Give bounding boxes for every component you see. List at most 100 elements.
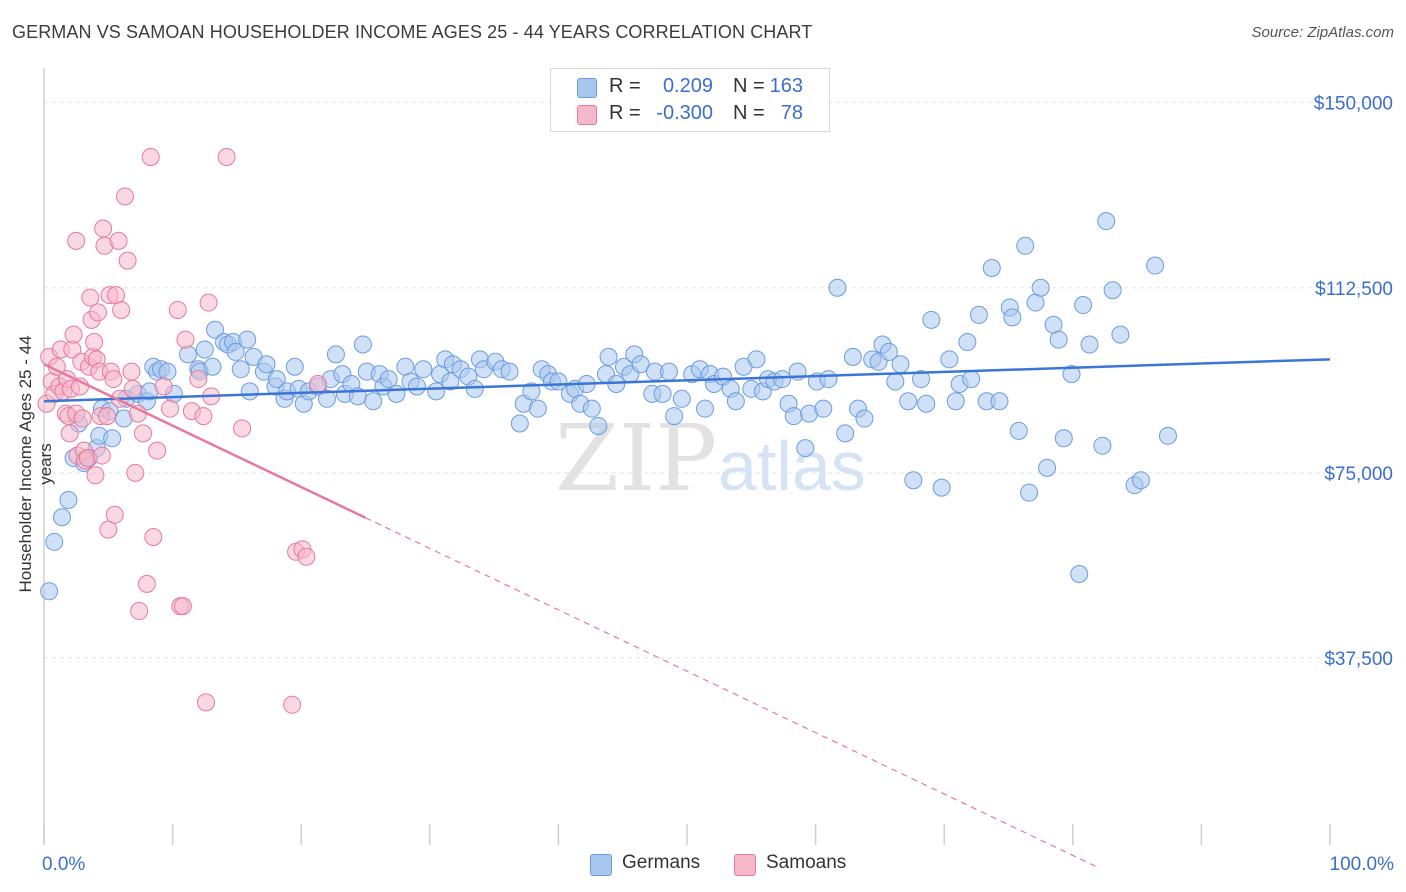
- trend-line-samoans: [43, 363, 367, 519]
- point-germans: [582, 399, 601, 418]
- r-value: 0.209: [662, 75, 713, 97]
- point-germans: [238, 330, 257, 349]
- point-germans: [179, 345, 198, 364]
- x-tick-label: 0.0%: [42, 854, 85, 875]
- point-germans: [855, 409, 874, 428]
- point-germans: [599, 347, 618, 366]
- point-germans: [1031, 278, 1050, 297]
- point-samoans: [64, 325, 83, 344]
- point-germans: [912, 370, 931, 389]
- point-germans: [1103, 281, 1122, 300]
- point-samoans: [283, 695, 302, 714]
- point-samoans: [67, 231, 86, 250]
- point-germans: [843, 347, 862, 366]
- point-germans: [1020, 483, 1039, 502]
- point-germans: [441, 372, 460, 391]
- point-germans: [631, 355, 650, 374]
- point-germans: [195, 340, 214, 359]
- point-germans: [773, 370, 792, 389]
- point-samoans: [89, 303, 108, 322]
- point-germans: [510, 414, 529, 433]
- point-samoans: [86, 466, 105, 485]
- data-points: [37, 147, 1177, 714]
- point-germans: [1038, 458, 1057, 477]
- point-germans: [206, 320, 225, 339]
- point-germans: [747, 350, 766, 369]
- point-germans: [969, 305, 988, 324]
- point-germans: [59, 490, 78, 509]
- point-germans: [257, 355, 276, 374]
- point-samoans: [176, 330, 195, 349]
- tick-labels: $37,500 $75,000 $112,500 $150,000 0.0% 100.0%: [42, 94, 1394, 875]
- point-germans: [1054, 429, 1073, 448]
- point-germans: [1070, 565, 1089, 584]
- point-germans: [427, 382, 446, 401]
- point-germans: [226, 342, 245, 361]
- point-germans: [659, 362, 678, 381]
- point-samoans: [122, 362, 141, 381]
- point-samoans: [116, 187, 135, 206]
- point-germans: [589, 416, 608, 435]
- point-germans: [267, 370, 286, 389]
- point-germans: [990, 392, 1009, 411]
- y-tick-label: $75,000: [1324, 464, 1393, 485]
- point-germans: [522, 382, 541, 401]
- point-germans: [904, 471, 923, 490]
- point-germans: [158, 362, 177, 381]
- point-samoans: [308, 375, 327, 393]
- point-samoans: [118, 251, 137, 270]
- axes: [43, 68, 1331, 845]
- point-samoans: [199, 293, 218, 312]
- point-germans: [387, 384, 406, 403]
- point-samoans: [112, 300, 131, 319]
- point-germans: [1003, 308, 1022, 327]
- point-samoans: [137, 574, 156, 593]
- point-germans: [796, 439, 815, 458]
- point-germans: [1016, 236, 1035, 255]
- point-germans: [1111, 325, 1130, 344]
- point-germans: [285, 357, 304, 376]
- point-samoans: [92, 446, 111, 465]
- point-germans: [696, 399, 715, 418]
- legend-swatch-germans: [590, 854, 612, 876]
- point-germans: [1131, 471, 1150, 490]
- point-germans: [203, 357, 222, 376]
- trend-lines: [43, 358, 1331, 869]
- point-germans: [828, 278, 847, 297]
- point-samoans: [154, 377, 173, 396]
- y-tick-label: $112,500: [1315, 279, 1393, 300]
- legend-row-germans: R = 0.209 N = 163: [551, 73, 829, 101]
- point-samoans: [128, 404, 147, 423]
- point-germans: [814, 399, 833, 418]
- point-germans: [917, 394, 936, 413]
- point-germans: [1158, 426, 1177, 445]
- x-tick-label: 100.0%: [1330, 854, 1395, 875]
- point-germans: [45, 532, 64, 551]
- point-germans: [891, 355, 910, 374]
- point-germans: [784, 407, 803, 426]
- point-samoans: [144, 528, 163, 546]
- point-germans: [946, 392, 965, 411]
- point-germans: [465, 379, 484, 398]
- point-samoans: [81, 288, 100, 307]
- trend-line-samoans-extension: [365, 517, 1099, 869]
- point-samoans: [94, 219, 113, 238]
- point-germans: [1009, 421, 1028, 440]
- point-samoans: [161, 399, 180, 418]
- point-samoans: [104, 370, 123, 389]
- point-samoans: [109, 231, 128, 250]
- point-germans: [1049, 330, 1068, 349]
- point-germans: [1097, 212, 1116, 231]
- point-germans: [899, 392, 918, 411]
- point-samoans: [85, 333, 104, 352]
- point-samoans: [141, 147, 160, 166]
- n-label: N =: [733, 102, 765, 124]
- r-value: -0.300: [656, 102, 713, 124]
- point-germans: [940, 350, 959, 369]
- point-samoans: [148, 441, 167, 460]
- point-germans: [103, 429, 122, 448]
- y-axis-label: Householder Income Ages 25 - 44 years: [16, 335, 55, 593]
- point-germans: [982, 259, 1001, 278]
- point-germans: [836, 424, 855, 443]
